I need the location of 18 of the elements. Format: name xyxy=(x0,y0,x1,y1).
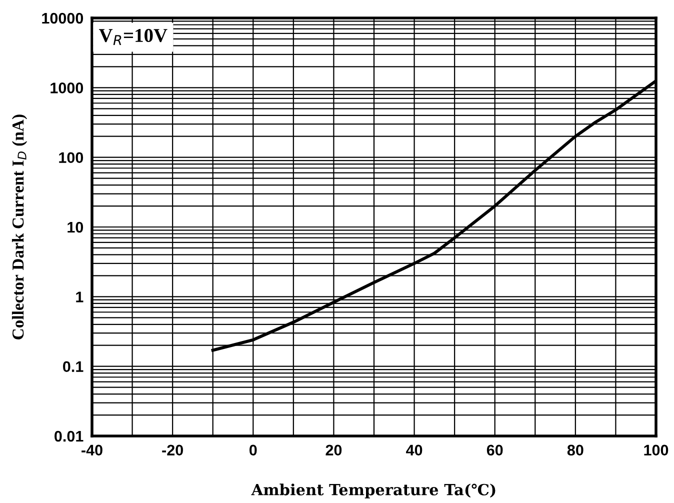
x-tick-label: 0 xyxy=(250,444,257,456)
y-tick-label: 10 xyxy=(68,222,84,233)
y-tick-label: 1000 xyxy=(50,82,84,94)
y-axis-title: Collector Dark Current I$_{D}$ (nA) xyxy=(12,114,28,340)
x-tick-label: -20 xyxy=(162,444,183,456)
x-tick-label: 40 xyxy=(406,444,422,456)
x-axis-title: Ambient Temperature Ta(℃) xyxy=(251,484,496,498)
x-tick-label: 60 xyxy=(486,444,503,456)
y-tick-label: 0.1 xyxy=(63,361,84,372)
x-tick-label: 80 xyxy=(567,444,584,456)
x-tick-label: -40 xyxy=(82,444,102,456)
y-tick-label: 100 xyxy=(59,152,84,164)
y-tick-label: 1 xyxy=(76,292,84,302)
annotation: V$_{R}$=10V xyxy=(98,28,168,46)
y-tick-label: 0.01 xyxy=(54,430,84,442)
y-tick-label: 10000 xyxy=(42,12,84,24)
x-tick-label: 100 xyxy=(644,444,668,456)
x-tick-label: 20 xyxy=(326,444,342,456)
